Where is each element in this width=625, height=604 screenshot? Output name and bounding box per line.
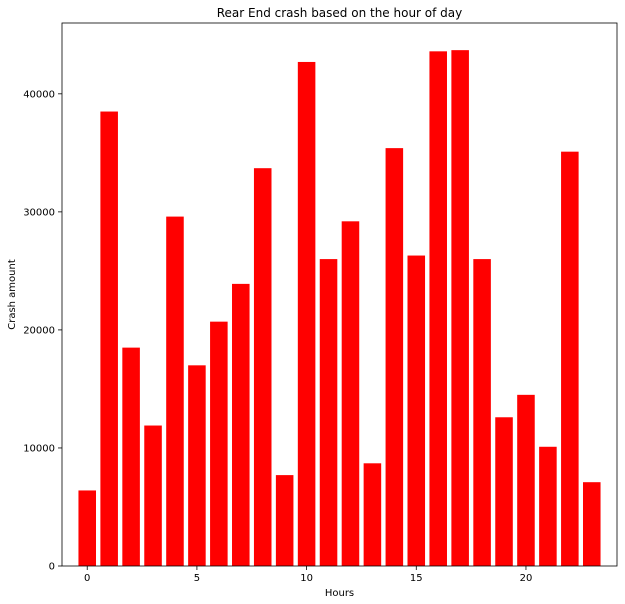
bar-hour-1 [100,111,118,567]
y-tick-label: 30000 [23,207,55,218]
bar-hour-2 [122,347,140,566]
bar-hour-19 [495,417,513,566]
y-tick-label: 10000 [23,443,55,454]
bar-hour-21 [539,446,557,566]
x-axis-label: Hours [325,588,354,599]
bar-hour-3 [144,425,162,566]
bar-hour-23 [582,482,601,566]
x-axis-ticks: 0 5 10 15 20 [84,566,532,584]
bar-hour-18 [473,259,491,566]
bar-hour-11 [319,259,338,566]
x-tick-label: 15 [410,573,423,584]
y-axis-label: Crash amount [7,259,18,330]
bar-hour-6 [210,321,228,566]
bar-hour-20 [517,394,535,566]
bar-hour-8 [253,168,272,566]
bar-hour-4 [166,216,184,566]
y-tick-label: 20000 [23,325,55,336]
x-tick-label: 0 [84,573,90,584]
bar-hour-16 [429,51,447,566]
bar-hour-17 [451,50,469,566]
bar-hour-14 [385,148,404,566]
bar-hour-15 [407,255,426,566]
y-axis-ticks: 0 10000 20000 30000 40000 [23,89,62,573]
y-tick-label: 0 [49,562,55,573]
plot-frame [61,22,618,567]
bar-hour-10 [297,61,316,567]
bar-hour-13 [363,463,382,566]
bars-group [78,50,601,567]
bar-hour-22 [561,151,579,566]
bar-hour-5 [188,365,206,566]
x-tick-label: 20 [520,573,533,584]
bar-hour-0 [78,490,97,566]
x-tick-label: 10 [300,573,313,584]
chart-title: Rear End crash based on the hour of day [217,6,463,20]
bar-hour-12 [341,221,360,566]
bar-hour-7 [232,283,250,566]
x-tick-label: 5 [194,573,200,584]
bar-hour-9 [275,475,294,566]
y-tick-label: 40000 [23,89,55,100]
